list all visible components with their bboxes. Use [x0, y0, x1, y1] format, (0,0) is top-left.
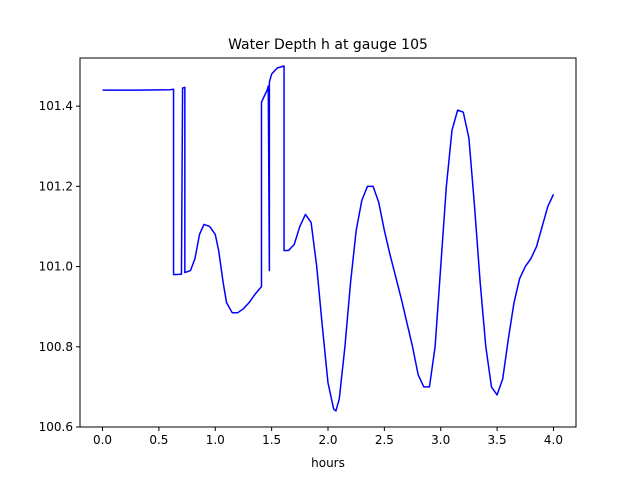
x-tick-label: 2.5 [375, 433, 394, 447]
x-axis-label: hours [311, 456, 345, 470]
y-tick-label: 101.2 [39, 179, 73, 193]
series-line-0 [102, 65, 555, 412]
x-tick-label: 0.5 [149, 433, 168, 447]
x-tick-label: 3.5 [488, 433, 507, 447]
y-tick-label: 100.6 [39, 420, 73, 434]
x-tick-label: 3.0 [431, 433, 450, 447]
x-tick-label: 4.0 [544, 433, 563, 447]
y-tick-label: 101.4 [39, 99, 73, 113]
x-tick-label: 0.0 [93, 433, 112, 447]
x-tick-label: 1.5 [262, 433, 281, 447]
y-tick-label: 100.8 [39, 340, 73, 354]
y-axis: 100.6 100.8 101.0 101.2 101.4 [39, 99, 80, 434]
y-tick-label: 101.0 [39, 260, 73, 274]
chart-title: Water Depth h at gauge 105 [228, 37, 428, 53]
x-axis: 0.0 0.5 1.0 1.5 2.0 2.5 3.0 3.5 4.0 [93, 427, 563, 447]
x-tick-label: 1.0 [206, 433, 225, 447]
x-tick-label: 2.0 [318, 433, 337, 447]
